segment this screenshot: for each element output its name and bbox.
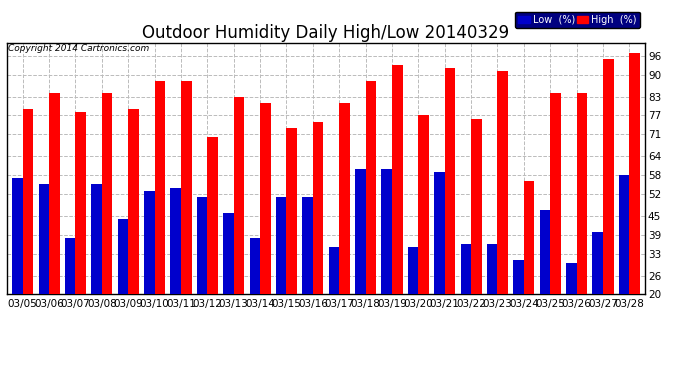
Bar xyxy=(144,191,155,294)
Bar xyxy=(593,231,603,294)
Bar xyxy=(418,116,429,294)
Bar xyxy=(12,178,23,294)
Bar xyxy=(155,81,165,294)
Bar xyxy=(23,109,33,294)
Bar xyxy=(603,59,613,294)
Bar xyxy=(197,197,207,294)
Bar xyxy=(223,213,234,294)
Bar xyxy=(170,188,181,294)
Bar xyxy=(566,263,577,294)
Bar xyxy=(250,238,260,294)
Bar xyxy=(65,238,75,294)
Bar xyxy=(471,118,482,294)
Bar xyxy=(513,260,524,294)
Legend: Low  (%), High  (%): Low (%), High (%) xyxy=(515,12,640,28)
Bar xyxy=(260,103,270,294)
Bar xyxy=(302,197,313,294)
Bar xyxy=(75,112,86,294)
Bar xyxy=(434,172,445,294)
Bar xyxy=(460,244,471,294)
Bar xyxy=(355,169,366,294)
Bar xyxy=(408,247,418,294)
Bar xyxy=(497,71,508,294)
Bar xyxy=(118,219,128,294)
Bar xyxy=(540,210,550,294)
Bar xyxy=(313,122,324,294)
Bar xyxy=(286,128,297,294)
Bar xyxy=(577,93,587,294)
Bar xyxy=(550,93,561,294)
Bar xyxy=(39,184,49,294)
Bar xyxy=(487,244,497,294)
Bar xyxy=(49,93,59,294)
Bar xyxy=(619,175,629,294)
Bar xyxy=(328,247,339,294)
Bar xyxy=(339,103,350,294)
Bar xyxy=(128,109,139,294)
Bar xyxy=(207,137,218,294)
Bar xyxy=(276,197,286,294)
Bar xyxy=(91,184,102,294)
Title: Outdoor Humidity Daily High/Low 20140329: Outdoor Humidity Daily High/Low 20140329 xyxy=(142,24,510,42)
Bar xyxy=(181,81,192,294)
Bar xyxy=(366,81,376,294)
Bar xyxy=(524,182,534,294)
Text: Copyright 2014 Cartronics.com: Copyright 2014 Cartronics.com xyxy=(8,44,150,52)
Bar xyxy=(629,53,640,294)
Bar xyxy=(102,93,112,294)
Bar xyxy=(445,68,455,294)
Bar xyxy=(382,169,392,294)
Bar xyxy=(392,65,402,294)
Bar xyxy=(234,96,244,294)
